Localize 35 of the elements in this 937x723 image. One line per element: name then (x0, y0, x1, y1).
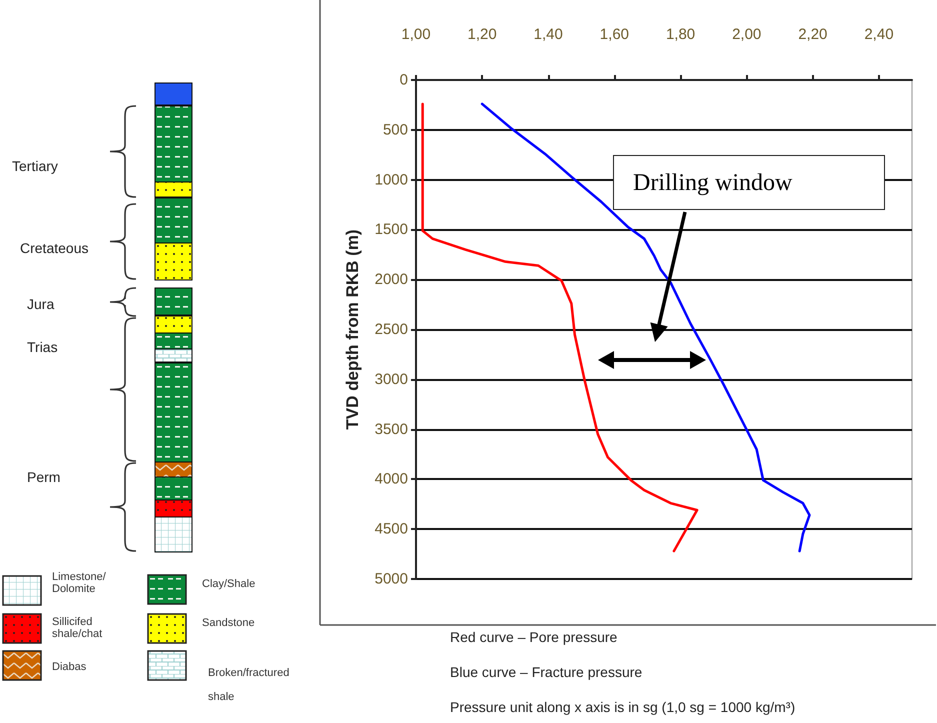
y-tick-label: 1000 (374, 171, 408, 188)
x-tick-label: 1,40 (534, 26, 563, 43)
text: Sandstone (202, 617, 255, 629)
text: Jura (27, 296, 54, 312)
text: Limestone/ Dolomite (52, 571, 107, 595)
y-tick-label: 5000 (374, 570, 408, 588)
text: Broken/fractured shale (208, 666, 290, 705)
y-tick-label: 4000 (374, 470, 408, 488)
y-tick-label: 2500 (374, 321, 408, 338)
text: Blue curve – Fracture pressure (450, 664, 642, 680)
text: Trias (27, 339, 58, 355)
y-tick-label: 4500 (374, 520, 408, 538)
text: Tertiary (12, 158, 58, 174)
y-tick-label: 3500 (374, 420, 408, 438)
text: Pressure unit along x axis is in sg (1,0 sg = 1000 kg/m³) (450, 699, 796, 715)
x-tick-label: 2,20 (798, 26, 828, 43)
x-tick-label: 1,00 (401, 26, 431, 43)
x-tick-label: 2,40 (864, 26, 894, 43)
text: Cretateous (20, 240, 88, 256)
y-tick-label: 500 (382, 121, 408, 138)
x-tick-label: 1,80 (666, 26, 696, 43)
line-series (480, 102, 811, 552)
y-tick-label: 0 (400, 72, 408, 88)
text: Sillicifed shale/chat (52, 616, 104, 640)
text: Clay/Shale (202, 578, 256, 590)
y-tick-label: 2000 (374, 271, 408, 288)
x-tick-label: 2,00 (732, 26, 762, 43)
text: Red curve – Pore pressure (450, 629, 618, 645)
y-tick-label: 3000 (374, 370, 408, 388)
text: Diabas (52, 661, 88, 673)
x-tick-label: 1,60 (600, 26, 629, 43)
y-tick-label: 1500 (374, 221, 408, 238)
y-axis-title: TVD depth from RKB (m) (343, 229, 362, 430)
text: Perm (27, 469, 60, 485)
x-tick-label: 1,20 (468, 26, 497, 43)
